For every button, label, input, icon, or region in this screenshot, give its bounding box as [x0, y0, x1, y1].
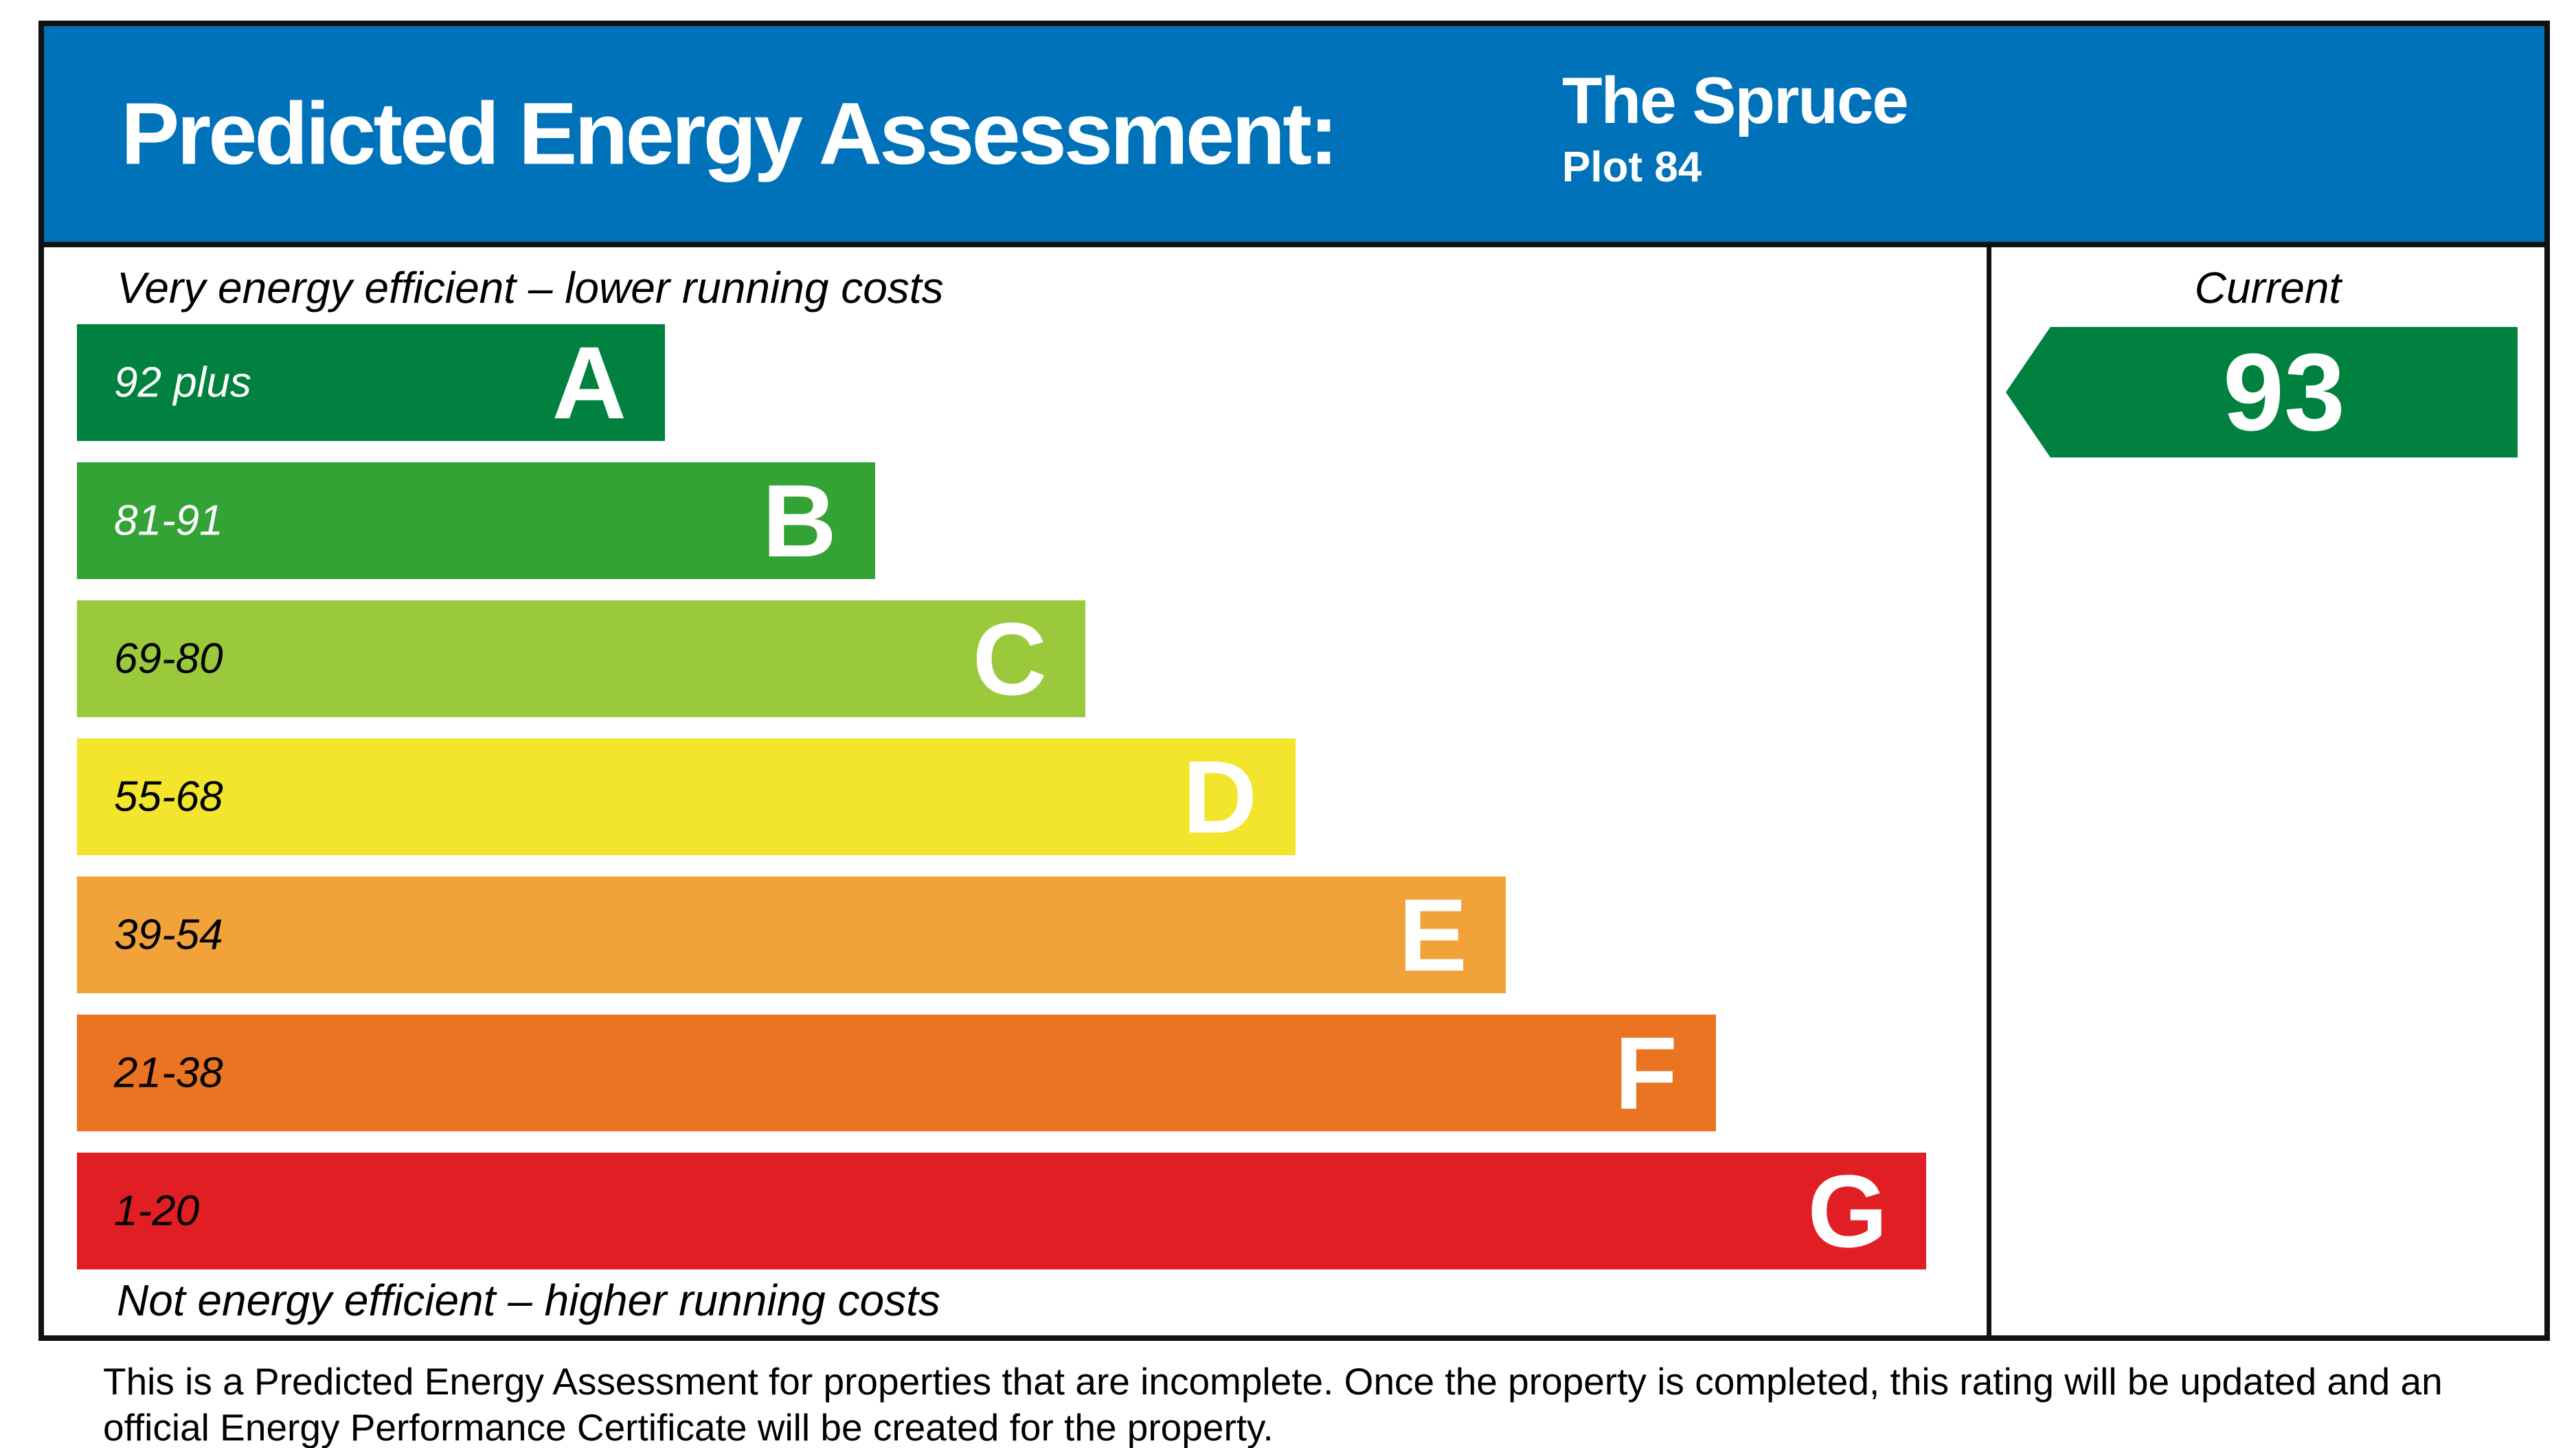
band-row-c: 69-80 C — [77, 600, 1085, 717]
band-letter: F — [1614, 1015, 1677, 1131]
body-area: Very energy efficient – lower running co… — [44, 247, 2544, 1335]
caption-very-efficient: Very energy efficient – lower running co… — [117, 263, 944, 313]
property-block: The Spruce Plot 84 — [1562, 63, 1909, 192]
current-column-header: Current — [2194, 263, 2342, 313]
band-letter: C — [972, 601, 1047, 716]
epc-panel: Predicted Energy Assessment: The Spruce … — [38, 21, 2550, 1341]
band-letter: D — [1182, 739, 1257, 855]
chart-area: Very energy efficient – lower running co… — [44, 247, 1987, 1335]
band-letter: B — [762, 463, 837, 578]
band-row-f: 21-38 F — [77, 1015, 1716, 1131]
plot-number: Plot 84 — [1562, 143, 1702, 191]
band-rows: 92 plus A 81-91 B 69-80 C 55-68 D 39-54 E 21-38 F 1-… — [44, 247, 1987, 1335]
page-title: Predicted Energy Assessment: — [121, 84, 1338, 183]
band-range-label: 1-20 — [114, 1187, 200, 1235]
band-letter: A — [552, 325, 626, 440]
band-range-label: 55-68 — [114, 773, 223, 821]
band-row-b: 81-91 B — [77, 462, 875, 579]
header-bar: Predicted Energy Assessment: The Spruce … — [44, 26, 2544, 247]
current-column: Current 93 — [1987, 247, 2544, 1335]
band-row-e: 39-54 E — [77, 876, 1506, 993]
band-range-label: 69-80 — [114, 635, 223, 683]
band-range-label: 39-54 — [114, 911, 223, 959]
band-letter: G — [1807, 1153, 1888, 1269]
current-rating-value: 93 — [2223, 330, 2345, 453]
property-name: The Spruce — [1562, 63, 1909, 137]
band-range-label: 21-38 — [114, 1049, 223, 1097]
band-row-a: 92 plus A — [77, 324, 665, 441]
footer-note: This is a Predicted Energy Assessment fo… — [103, 1360, 2443, 1448]
current-rating-arrow: 93 — [2006, 327, 2518, 457]
band-letter: E — [1398, 877, 1467, 993]
caption-not-efficient: Not energy efficient – higher running co… — [117, 1276, 940, 1325]
band-range-label: 92 plus — [114, 359, 251, 407]
band-row-g: 1-20 G — [77, 1153, 1926, 1269]
band-row-d: 55-68 D — [77, 738, 1296, 855]
band-range-label: 81-91 — [114, 497, 223, 545]
